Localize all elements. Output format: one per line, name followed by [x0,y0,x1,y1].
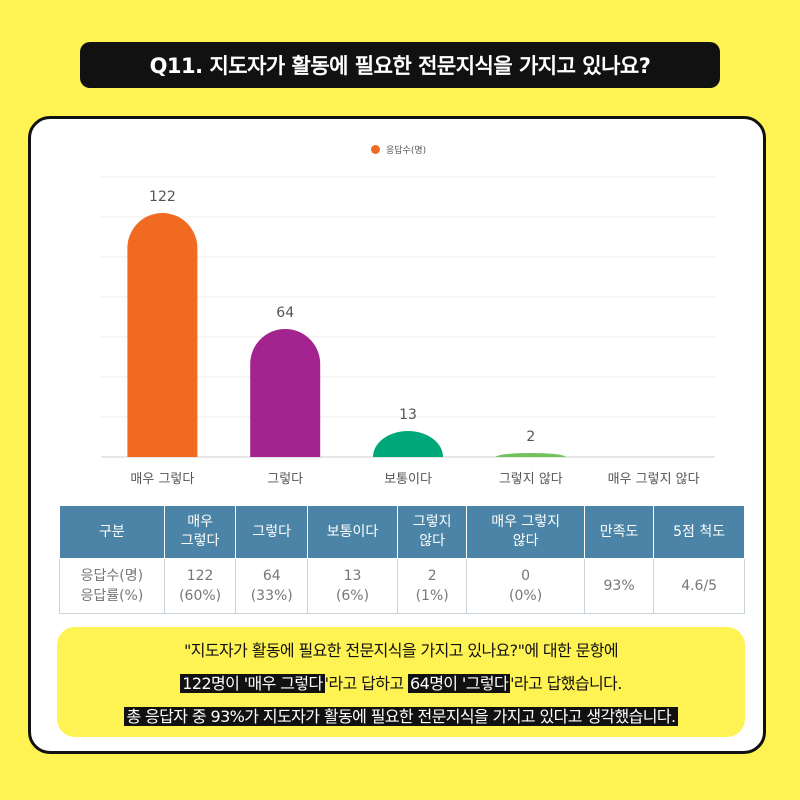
summary-text-2: '라고 답했습니다. [510,674,622,693]
legend-label: 응답수(명) [386,146,427,156]
summary-highlight-3: 총 응답자 중 93%가 지도자가 활동에 필요한 전문지식을 가지고 있다고 … [124,707,678,726]
bar [495,453,566,457]
table-cell: 응답수(명) 응답률(%) [59,558,165,614]
category-label: 매우 그렇지 않다 [608,472,700,487]
summary-highlight-1: 122명이 '매우 그렇다 [180,674,325,693]
bar [127,213,198,457]
legend-swatch [371,145,380,154]
table-header-cell: 보통이다 [307,505,398,559]
summary-line-1: "지도자가 활동에 필요한 전문지식을 가지고 있나요?"에 대한 문항에 [183,641,619,660]
summary-text-1: '라고 답하고 [324,674,409,693]
chart-labels: 122 매우 그렇다 64 그렇다 13 보통이다 2 그렇지 않다 매우 그렇지 않다 [130,189,699,487]
data-label: 64 [276,305,294,321]
table-header-cell: 5점 척도 [653,505,745,559]
table-header-cell: 그렇다 [235,505,309,559]
table-header-cell: 그렇지 않다 [396,505,468,559]
table-header-cell: 만족도 [583,505,655,559]
table-cell: 2 (1%) [396,558,468,614]
table-cell: 122 (60%) [163,558,237,614]
table-cell: 64 (33%) [235,558,309,614]
summary-box: "지도자가 활동에 필요한 전문지식을 가지고 있나요?"에 대한 문항에 12… [57,627,745,737]
bar [373,431,443,457]
category-label: 매우 그렇다 [130,472,194,487]
category-label: 보통이다 [384,472,432,487]
summary-highlight-2: 64명이 '그렇다 [408,674,511,693]
table-header-cell: 매우 그렇다 [163,505,237,559]
table-cell: 4.6/5 [653,558,745,614]
page-title: Q11. 지도자가 활동에 필요한 전문지식을 가지고 있나요? [80,42,720,88]
summary-line-2: 122명이 '매우 그렇다 '라고 답하고 64명이 '그렇다 '라고 답했습니다. [180,670,622,694]
table-header-cell: 구분 [59,505,165,559]
data-label: 122 [149,189,176,205]
table-header-cell: 매우 그렇지 않다 [466,505,585,559]
chart-legend: 응답수(명) [371,143,426,156]
category-label: 그렇다 [267,472,303,487]
result-card: 응답수(명) 122 매우 그렇다 64 그렇다 13 보통이다 2 그렇지 않다 매우 그렇지… [28,116,766,754]
bar-chart: 122 매우 그렇다 64 그렇다 13 보통이다 2 그렇지 않다 매우 그렇지 않다 [101,176,715,487]
table-cell: 13 (6%) [307,558,398,614]
table-header-row: 구분 매우 그렇다 그렇다 보통이다 그렇지 않다 매우 그렇지 않다 만족도 5점 척도 [59,505,745,559]
bar [250,329,321,457]
table-cell: 0 (0%) [466,558,585,614]
chart-bars [127,213,566,457]
table-row: 응답수(명) 응답률(%) 122 (60%) 64 (33%) 13 (6%) 2 (1%) 0(… [59,558,745,614]
category-label: 그렇지 않다 [499,472,563,487]
table-cell: 93% [583,558,655,614]
data-label: 2 [526,429,535,445]
summary-line-3: 총 응답자 중 93%가 지도자가 활동에 필요한 전문지식을 가지고 있다고 … [124,703,678,727]
data-label: 13 [399,407,417,423]
result-table: 구분 매우 그렇다 그렇다 보통이다 그렇지 않다 매우 그렇지 않다 만족도 5점 척도 응답수(… [59,505,745,614]
